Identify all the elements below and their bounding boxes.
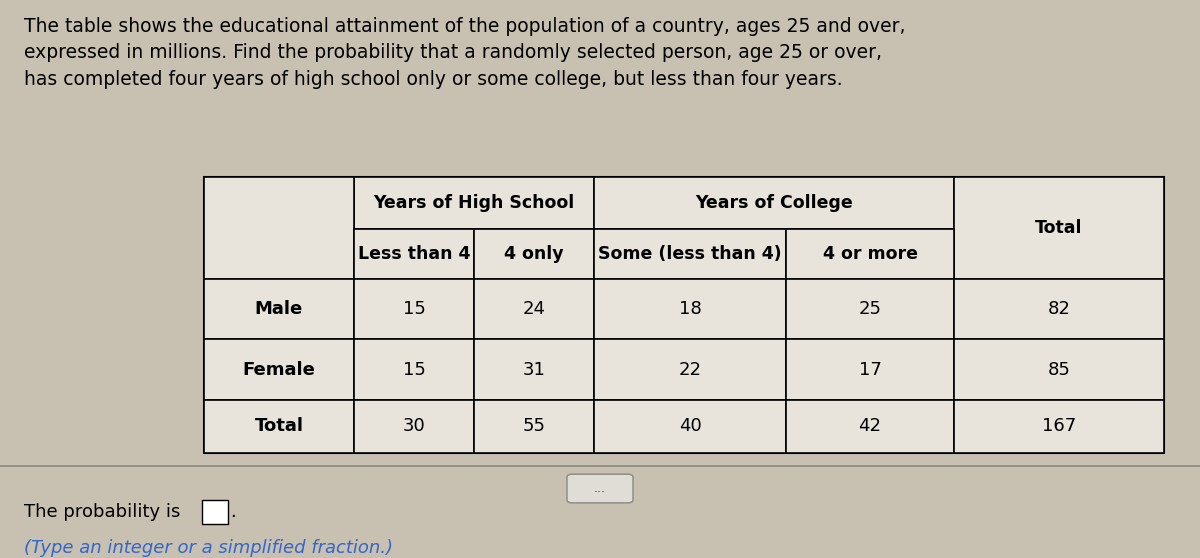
Bar (594, 279, 786, 339)
Bar (204, 177, 1164, 453)
Text: 15: 15 (402, 361, 426, 379)
Text: Total: Total (1036, 219, 1082, 237)
Bar (786, 229, 954, 279)
Bar (786, 339, 954, 400)
Bar (354, 177, 594, 229)
Text: 24: 24 (522, 300, 546, 318)
Text: Some (less than 4): Some (less than 4) (598, 245, 782, 263)
Bar (786, 400, 954, 453)
Text: 30: 30 (403, 417, 425, 435)
Bar (786, 279, 954, 339)
Bar (204, 177, 354, 279)
Bar (474, 279, 594, 339)
Bar (954, 400, 1164, 453)
Text: 25: 25 (858, 300, 882, 318)
Bar (204, 279, 354, 339)
Text: Female: Female (242, 361, 316, 379)
Text: .: . (230, 503, 236, 521)
Text: 4 or more: 4 or more (822, 245, 918, 263)
Bar (954, 339, 1164, 400)
Bar (354, 339, 474, 400)
Text: The table shows the educational attainment of the population of a country, ages : The table shows the educational attainme… (24, 17, 906, 89)
Bar (594, 229, 786, 279)
Bar (474, 339, 594, 400)
Bar (954, 177, 1164, 279)
FancyBboxPatch shape (568, 474, 634, 503)
Text: (Type an integer or a simplified fraction.): (Type an integer or a simplified fractio… (24, 539, 394, 557)
Text: Male: Male (254, 300, 304, 318)
Bar (594, 339, 786, 400)
Bar (354, 229, 474, 279)
Text: 85: 85 (1048, 361, 1070, 379)
Bar (202, 500, 228, 525)
Bar (474, 400, 594, 453)
Text: 17: 17 (858, 361, 882, 379)
Bar (354, 400, 474, 453)
Text: Less than 4: Less than 4 (358, 245, 470, 263)
Text: 4 only: 4 only (504, 245, 564, 263)
Text: 18: 18 (679, 300, 701, 318)
Text: 15: 15 (402, 300, 426, 318)
Bar (594, 400, 786, 453)
Bar (954, 279, 1164, 339)
Text: 167: 167 (1042, 417, 1076, 435)
Text: 55: 55 (522, 417, 546, 435)
Text: 22: 22 (678, 361, 702, 379)
Text: The probability is: The probability is (24, 503, 186, 521)
Text: 40: 40 (679, 417, 701, 435)
Bar (354, 279, 474, 339)
Text: Years of College: Years of College (695, 194, 853, 212)
Bar (204, 400, 354, 453)
Text: 31: 31 (522, 361, 546, 379)
Bar (594, 177, 954, 229)
Text: Total: Total (254, 417, 304, 435)
Text: 82: 82 (1048, 300, 1070, 318)
Text: Years of High School: Years of High School (373, 194, 575, 212)
Bar (474, 229, 594, 279)
Text: ...: ... (594, 482, 606, 495)
Text: 42: 42 (858, 417, 882, 435)
Bar (204, 339, 354, 400)
